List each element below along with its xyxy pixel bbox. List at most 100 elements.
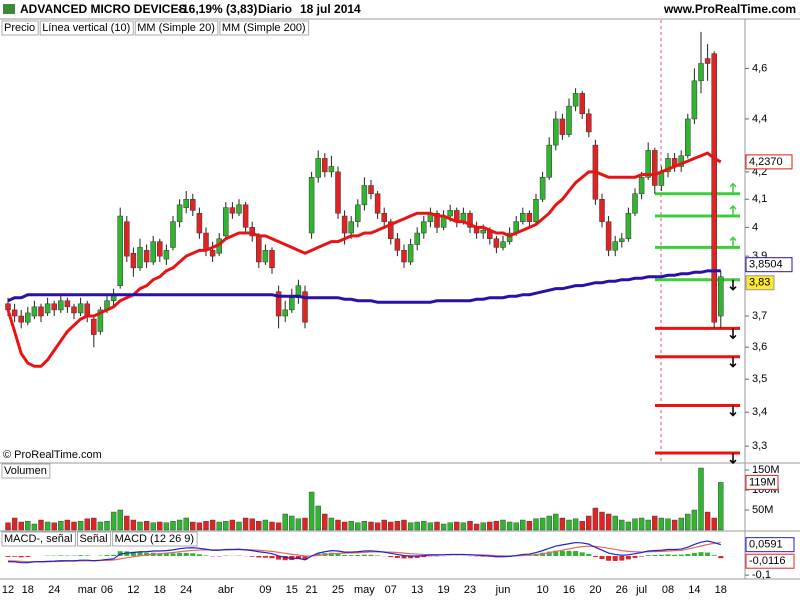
volume-bar bbox=[408, 523, 413, 530]
volume-bar bbox=[336, 520, 341, 530]
volume-bar bbox=[421, 521, 426, 530]
macd-histogram-bar bbox=[659, 555, 664, 556]
volume-bar bbox=[395, 521, 400, 530]
candle-body bbox=[633, 194, 638, 213]
candle-body bbox=[52, 304, 57, 310]
volume-bar bbox=[72, 522, 77, 530]
candle-body bbox=[342, 216, 347, 233]
macd-histogram-bar bbox=[652, 555, 657, 556]
macd-histogram-bar bbox=[633, 556, 638, 558]
volume-bar bbox=[540, 518, 545, 530]
volume-bar bbox=[78, 521, 83, 530]
volume-bar bbox=[184, 518, 189, 530]
volume-bar bbox=[619, 520, 624, 530]
volume-bar bbox=[672, 520, 677, 530]
candle-body bbox=[395, 239, 400, 251]
y-tick-label: 150M bbox=[752, 464, 780, 476]
period: Diario bbox=[258, 2, 292, 16]
candle-body bbox=[263, 250, 268, 262]
volume-bar bbox=[646, 520, 651, 530]
volume-bar bbox=[210, 520, 215, 530]
legend-entry: MACD-, señal bbox=[4, 533, 72, 545]
macd-histogram-bar bbox=[619, 556, 624, 561]
volume-bar bbox=[52, 523, 57, 530]
volume-bar bbox=[507, 522, 512, 530]
volume-bar bbox=[164, 523, 169, 530]
volume-bar bbox=[12, 518, 17, 530]
volume-bar bbox=[481, 523, 486, 530]
macd-histogram-bar bbox=[699, 552, 704, 556]
legend-entry: MM (Simple 200) bbox=[222, 22, 306, 34]
candle-body bbox=[124, 222, 129, 256]
candle-body bbox=[19, 316, 24, 322]
panel-title: Volumen bbox=[4, 465, 47, 477]
candle-body bbox=[78, 304, 83, 313]
date: 18 jul 2014 bbox=[300, 2, 361, 16]
volume-bar bbox=[355, 523, 360, 530]
candle-body bbox=[375, 194, 380, 213]
candle-body bbox=[606, 222, 611, 251]
macd-histogram-bar bbox=[25, 556, 30, 557]
macd-histogram-bar bbox=[685, 554, 690, 556]
y-tick-label: 3,5 bbox=[752, 373, 767, 385]
logo-icon bbox=[3, 4, 15, 14]
volume-bar bbox=[138, 522, 143, 530]
legend-entry: MACD (12 26 9) bbox=[115, 533, 194, 545]
x-tick-label: 06 bbox=[101, 584, 113, 596]
volume-bar bbox=[289, 516, 294, 530]
volume-bar bbox=[342, 522, 347, 530]
x-tick-label: 09 bbox=[259, 584, 271, 596]
candle-body bbox=[210, 250, 215, 256]
candle-body bbox=[580, 93, 585, 113]
y-tick-label: 3,6 bbox=[752, 341, 767, 353]
volume-bar bbox=[699, 468, 704, 530]
volume-bar bbox=[118, 510, 123, 530]
volume-bar bbox=[685, 514, 690, 530]
candle-body bbox=[177, 205, 182, 222]
x-tick-label: 12 bbox=[127, 584, 139, 596]
volume-bar bbox=[190, 522, 195, 530]
macd-histogram-bar bbox=[362, 555, 367, 556]
volume-bar bbox=[415, 522, 420, 530]
macd-histogram-bar bbox=[256, 556, 261, 558]
candle-body bbox=[547, 145, 552, 177]
candle-body bbox=[289, 298, 294, 310]
candle-body bbox=[520, 213, 525, 221]
volume-bar bbox=[468, 521, 473, 530]
volume-bar bbox=[217, 522, 222, 530]
macd-histogram-bar bbox=[613, 556, 618, 561]
candle-body bbox=[157, 242, 162, 256]
macd-histogram-bar bbox=[639, 556, 644, 557]
volume-bar bbox=[567, 520, 572, 530]
macd-histogram-bar bbox=[666, 554, 671, 556]
x-tick-label: 08 bbox=[662, 584, 674, 596]
candle-body bbox=[316, 158, 321, 177]
volume-bar bbox=[105, 521, 110, 530]
macd-histogram-bar bbox=[718, 556, 723, 558]
candle-body bbox=[322, 158, 327, 171]
x-tick-label: 24 bbox=[48, 584, 60, 596]
candle-body bbox=[138, 247, 143, 267]
volume-bar bbox=[58, 521, 63, 530]
ma200-label: 3,8504 bbox=[749, 259, 783, 271]
volume-bar bbox=[666, 519, 671, 530]
candle-body bbox=[256, 236, 261, 262]
volume-bar bbox=[237, 522, 242, 530]
macd-histogram-bar bbox=[105, 555, 110, 556]
candle-body bbox=[349, 222, 354, 233]
candle-body bbox=[309, 177, 314, 233]
x-tick-label: jun bbox=[495, 584, 511, 596]
macd-histogram-bar bbox=[184, 553, 189, 556]
macd-histogram-bar bbox=[85, 555, 90, 556]
y-tick-label: 3,3 bbox=[752, 440, 767, 452]
volume-bar bbox=[514, 523, 519, 530]
x-tick-label: 24 bbox=[180, 584, 192, 596]
candle-body bbox=[553, 119, 558, 145]
candle-body bbox=[85, 304, 90, 316]
candle-body bbox=[501, 242, 506, 248]
y-tick-label: 3,7 bbox=[752, 310, 767, 322]
candle-body bbox=[45, 304, 50, 313]
volume-bar bbox=[204, 521, 209, 530]
candle-body bbox=[626, 213, 631, 239]
volume-bar bbox=[474, 524, 479, 530]
